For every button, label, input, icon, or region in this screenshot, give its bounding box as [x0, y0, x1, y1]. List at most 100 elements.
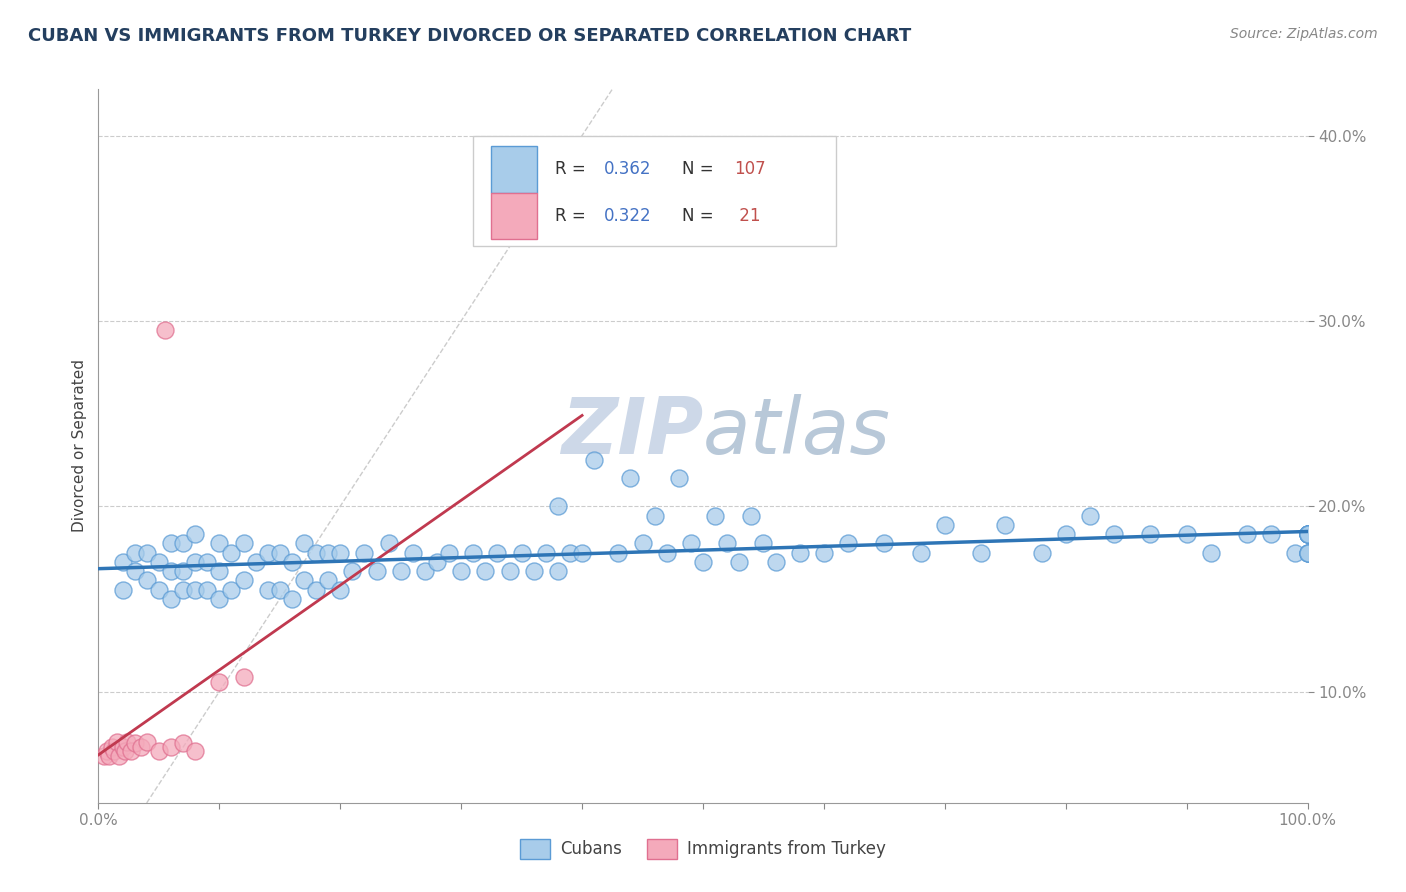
Point [631, 536, 654, 550]
Point [1260, 527, 1282, 541]
Point [463, 545, 485, 559]
Point [1296, 527, 1319, 541]
Text: 21: 21 [734, 207, 761, 225]
Point [269, 582, 291, 597]
Point [668, 471, 690, 485]
Point [1296, 545, 1319, 559]
Point [184, 582, 207, 597]
Point [366, 564, 388, 578]
Point [377, 536, 399, 550]
Text: Source: ZipAtlas.com: Source: ZipAtlas.com [1230, 27, 1378, 41]
Point [389, 564, 412, 578]
Point [305, 545, 328, 559]
Point [256, 582, 278, 597]
Point [160, 740, 183, 755]
Text: R =: R = [555, 161, 592, 178]
Point [103, 744, 125, 758]
Point [426, 555, 449, 569]
Point [486, 545, 509, 559]
Point [1175, 527, 1198, 541]
Point [148, 744, 170, 758]
Point [353, 545, 375, 559]
Point [172, 737, 194, 751]
Point [413, 564, 436, 578]
Point [655, 545, 678, 559]
Point [135, 574, 157, 588]
Point [172, 564, 194, 578]
Point [716, 536, 738, 550]
Point [523, 564, 546, 578]
Y-axis label: Divorced or Separated: Divorced or Separated [72, 359, 87, 533]
Point [184, 555, 207, 569]
Point [160, 536, 183, 550]
Point [120, 744, 142, 758]
Point [208, 536, 231, 550]
Text: 0.322: 0.322 [603, 207, 651, 225]
Point [96, 744, 118, 758]
Text: N =: N = [682, 161, 720, 178]
FancyBboxPatch shape [474, 136, 837, 246]
Point [704, 508, 727, 523]
Text: 0.362: 0.362 [603, 161, 651, 178]
Point [1284, 545, 1306, 559]
Point [994, 517, 1017, 532]
Legend: Cubans, Immigrants from Turkey: Cubans, Immigrants from Turkey [513, 832, 893, 866]
Point [765, 555, 787, 569]
Point [124, 737, 146, 751]
Point [114, 744, 136, 758]
Point [837, 536, 859, 550]
Text: CUBAN VS IMMIGRANTS FROM TURKEY DIVORCED OR SEPARATED CORRELATION CHART: CUBAN VS IMMIGRANTS FROM TURKEY DIVORCED… [28, 27, 911, 45]
Text: 107: 107 [734, 161, 766, 178]
Point [100, 740, 122, 755]
Point [117, 734, 139, 748]
Point [129, 740, 152, 755]
Point [305, 582, 328, 597]
Point [1236, 527, 1258, 541]
Point [316, 545, 339, 559]
Point [1102, 527, 1125, 541]
Point [547, 564, 569, 578]
Point [474, 564, 496, 578]
Point [135, 734, 157, 748]
Point [98, 749, 121, 764]
Point [208, 591, 231, 606]
Point [232, 574, 254, 588]
Point [160, 591, 183, 606]
Point [692, 555, 714, 569]
Point [558, 545, 581, 559]
Point [1296, 545, 1319, 559]
Point [1296, 527, 1319, 541]
Point [510, 545, 533, 559]
Point [269, 545, 291, 559]
Point [93, 749, 115, 764]
Point [740, 508, 762, 523]
Point [172, 536, 194, 550]
Point [342, 564, 364, 578]
Point [105, 734, 128, 748]
Point [108, 749, 131, 764]
Point [221, 545, 243, 559]
Point [292, 536, 315, 550]
Point [1296, 527, 1319, 541]
Text: atlas: atlas [703, 393, 891, 470]
Point [256, 545, 278, 559]
Point [1078, 508, 1101, 523]
Point [402, 545, 425, 559]
Point [184, 527, 207, 541]
Point [232, 670, 254, 684]
Point [607, 545, 630, 559]
Point [534, 545, 557, 559]
Point [111, 740, 134, 755]
Point [1296, 527, 1319, 541]
Point [148, 582, 170, 597]
Point [124, 564, 146, 578]
Point [172, 582, 194, 597]
Point [195, 582, 218, 597]
Point [292, 574, 315, 588]
Point [970, 545, 993, 559]
Point [1031, 545, 1053, 559]
Point [1296, 527, 1319, 541]
Point [1296, 545, 1319, 559]
Point [873, 536, 896, 550]
Point [111, 582, 134, 597]
